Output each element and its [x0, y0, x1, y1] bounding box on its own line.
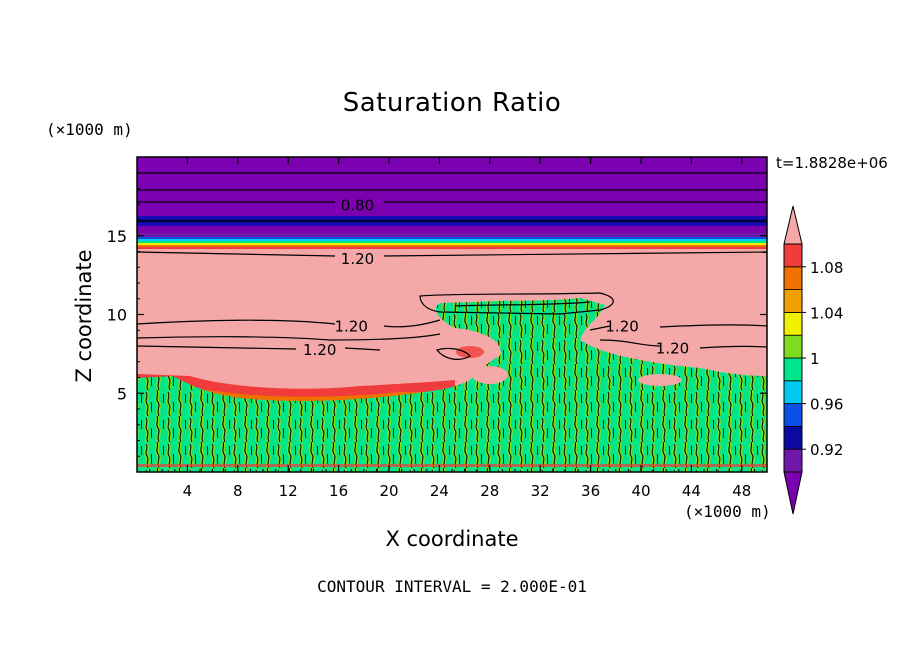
x-tick-label: 16 [329, 482, 348, 500]
field-blue-band [137, 237, 767, 239]
colorbar-segment [783, 357, 803, 382]
colorbar-tick-label: 0.96 [810, 396, 843, 414]
y-axis-unit: (×1000 m) [46, 120, 133, 139]
field-red-band [137, 247, 767, 249]
contour-label: 1.20 [334, 318, 367, 336]
colorbar-segment [783, 448, 803, 473]
x-axis-label: X coordinate [385, 527, 519, 551]
x-tick-label: 24 [430, 482, 449, 500]
x-tick-label: 28 [480, 482, 499, 500]
field-yellow-band [137, 243, 767, 245]
colorbar-segment [783, 403, 803, 427]
field-pink-pocket [472, 366, 508, 384]
colorbar-tick-label: 0.92 [810, 441, 843, 459]
field-bottom-red [137, 464, 767, 467]
colorbar-tick-label: 1.08 [810, 259, 843, 277]
colorbar-under-arrow [783, 471, 803, 515]
x-tick-label: 4 [183, 482, 193, 500]
x-tick-label: 40 [631, 482, 650, 500]
contour-lines [137, 172, 767, 360]
colorbar-segment [783, 289, 803, 313]
field-pink-pocket-right [638, 374, 682, 386]
colorbar-segment [783, 380, 803, 404]
contour-label: 1.20 [303, 341, 336, 359]
y-tick-label: 15 [107, 227, 127, 246]
colorbar-tick-label: 1 [810, 350, 820, 368]
contour-interval-note: CONTOUR INTERVAL = 2.000E-01 [317, 577, 587, 596]
colorbar-segment [783, 425, 803, 450]
field-purple-layer [137, 157, 767, 239]
colorbar-segment [783, 311, 803, 336]
x-tick-label: 44 [682, 482, 701, 500]
x-tick-label: 8 [233, 482, 243, 500]
colorbar-segment [783, 243, 803, 268]
field-orange-band [137, 245, 767, 247]
time-label: t=1.8828e+06 [776, 154, 888, 172]
y-tick-label: 5 [117, 384, 127, 403]
field-cyan-band [137, 239, 767, 241]
x-tick-label: 20 [379, 482, 398, 500]
contour-label: 1.20 [341, 250, 374, 268]
field-turbulent-layer [137, 298, 767, 472]
x-tick-label: 12 [279, 482, 298, 500]
y-tick-label: 10 [107, 306, 127, 325]
colorbar-segment [783, 334, 803, 359]
x-tick-label: 48 [732, 482, 751, 500]
x-axis-unit: (×1000 m) [684, 502, 771, 521]
contour-label: 1.20 [656, 340, 689, 358]
colorbar-over-arrow [783, 205, 803, 245]
colorbar-tick-label: 1.04 [810, 304, 843, 322]
x-tick-label: 36 [581, 482, 600, 500]
chart-title: Saturation Ratio [342, 88, 562, 118]
field-green-band [137, 241, 767, 243]
x-tick-label: 32 [531, 482, 550, 500]
contour-label: 1.20 [605, 318, 638, 336]
field-red-pocket [456, 346, 484, 358]
colorbar-segment [783, 266, 803, 290]
field-violet-band [137, 233, 767, 237]
contour-label: 0.80 [341, 196, 374, 214]
